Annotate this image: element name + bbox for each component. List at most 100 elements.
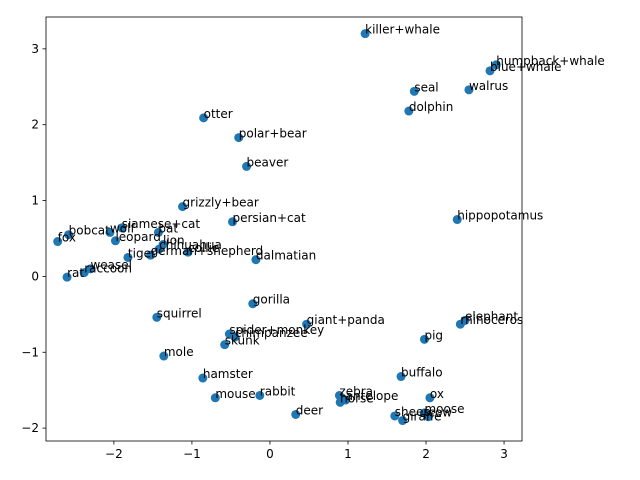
point-label: cow [428,406,452,420]
x-tick: −1 [183,441,201,461]
data-point [409,86,419,96]
point-label: bobcat [69,224,111,238]
data-point [255,390,265,400]
data-point [199,113,209,123]
point-label: fox [58,231,76,245]
point-label: tiger [128,246,156,260]
point-label: antelope [346,389,399,403]
data-point [198,373,208,383]
data-point [334,390,344,400]
point-label: pig [424,328,443,342]
x-tick: 3 [500,441,508,461]
data-point [398,416,408,426]
x-tick: 1 [344,441,352,461]
point-label: otter [204,107,233,121]
x-tick-label: 0 [266,447,274,461]
data-point [234,133,244,143]
x-axis: −2 −1 0 1 2 3 [105,441,508,461]
point-label: wolf [110,221,135,235]
data-point [452,215,462,225]
data-point [53,237,63,247]
point-label: spider+monkey [229,323,324,337]
point-label: hamster [203,367,253,381]
point-label: horse [340,391,374,405]
data-point [248,299,258,309]
data-point [62,272,72,282]
point-label: zebra [339,384,373,398]
point-label: squirrel [157,306,202,320]
points-layer [53,29,501,426]
data-point [117,223,127,233]
y-tick: 1 [31,194,46,208]
point-label: skunk [225,334,260,348]
data-point [154,244,164,254]
point-label: weasel [90,258,132,272]
point-label: raccoon [84,262,132,276]
data-point [153,227,163,237]
point-label: bat [158,221,178,235]
point-label: blue+whale [490,60,561,74]
axes-frame [45,16,523,442]
data-point [302,319,312,329]
point-label: elephant [465,309,518,323]
data-point [123,252,133,262]
point-label: rhinoceros [460,313,523,327]
point-label: gorilla [253,293,290,307]
point-label: sheep [395,405,431,419]
x-tick-label: −2 [105,447,123,461]
y-tick-label: 0 [31,269,39,283]
data-point [227,217,237,227]
data-point [404,106,414,116]
data-point [291,409,301,419]
y-tick: −1 [21,345,46,359]
data-point [152,312,162,322]
data-point [360,29,370,39]
x-tick: −2 [105,441,123,461]
point-label: walrus [469,79,508,93]
data-point [79,268,89,278]
data-point [423,412,433,422]
y-axis: −2 −1 0 1 2 3 [21,42,46,435]
data-point [105,227,115,237]
y-tick: −2 [21,421,46,435]
point-label: dalmatian [256,249,316,263]
y-tick-label: 1 [31,194,39,208]
y-tick: 0 [31,269,46,283]
data-point [146,250,156,260]
point-label: persian+cat [232,211,305,225]
point-label: siamese+cat [122,217,201,231]
data-point [242,161,252,171]
point-label: collie [188,241,219,255]
x-tick-label: 3 [500,447,508,461]
data-point [183,247,193,257]
data-point [230,332,240,342]
point-label: lion [163,234,185,248]
x-tick: 2 [422,441,430,461]
point-label: giraffe [403,410,442,424]
data-point [425,393,435,403]
point-label: mouse [215,387,255,401]
point-label: hippopotamus [457,209,543,223]
x-tick-label: 1 [344,447,352,461]
point-label: seal [414,80,438,94]
x-tick-label: −1 [183,447,201,461]
y-tick-label: −2 [21,421,39,435]
data-point [390,411,400,421]
data-point [491,60,501,70]
point-label: buffalo [401,366,443,380]
y-tick-label: −1 [21,345,39,359]
data-point [485,66,495,76]
data-point [464,85,474,95]
point-label: dolphin [409,100,453,114]
point-label: rabbit [260,384,296,398]
data-point [396,372,406,382]
point-label: killer+whale [365,23,440,37]
point-label: polar+bear [239,127,307,141]
y-tick: 3 [31,42,46,56]
y-tick: 2 [31,118,46,132]
point-label: moose [424,402,464,416]
point-label: leopard [115,230,160,244]
point-label: beaver [247,155,289,169]
